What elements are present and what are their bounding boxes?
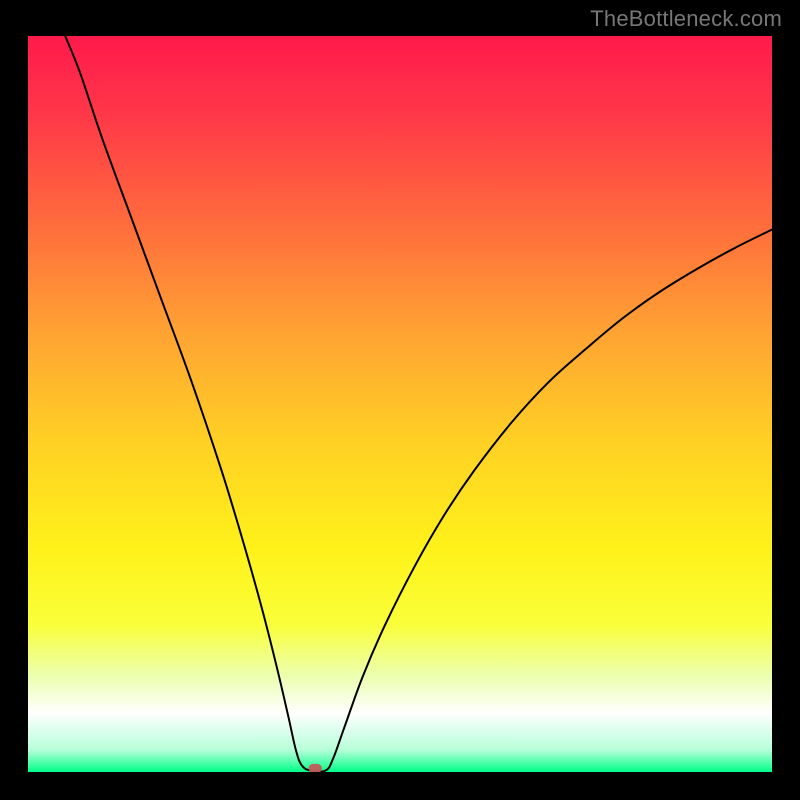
minimum-marker	[308, 764, 321, 772]
plot-area	[28, 36, 772, 772]
gradient-background	[28, 36, 772, 772]
watermark-text: TheBottleneck.com	[590, 6, 782, 32]
plot-svg	[28, 36, 772, 772]
chart-frame: TheBottleneck.com	[0, 0, 800, 800]
